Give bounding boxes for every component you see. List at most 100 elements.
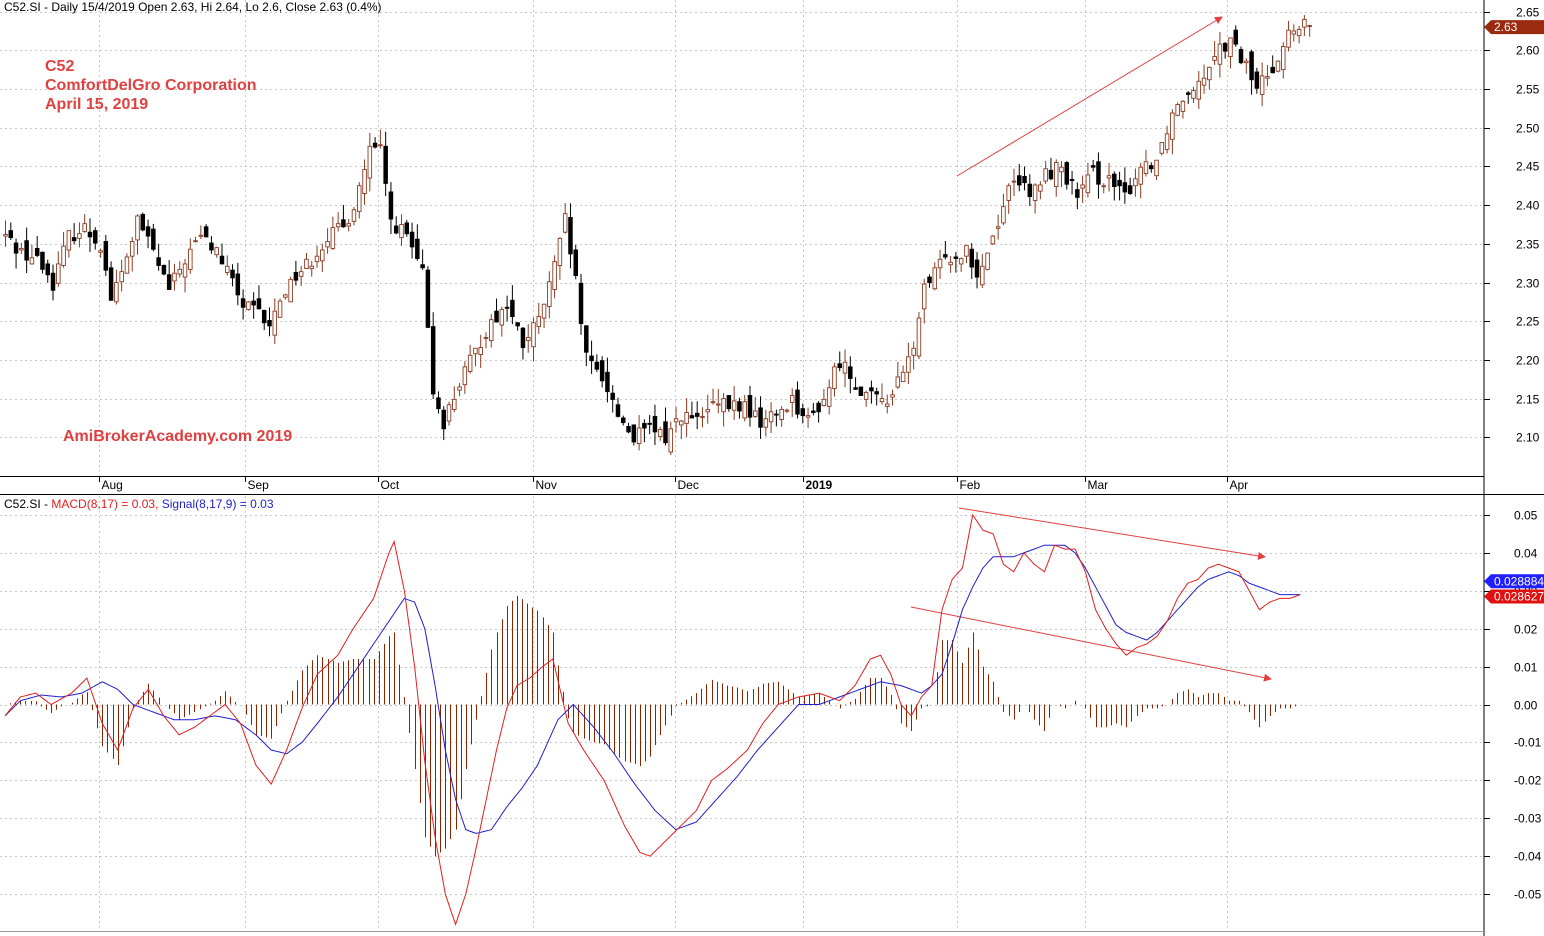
- candle-body: [615, 404, 621, 417]
- candle: [869, 380, 874, 404]
- candle: [1222, 42, 1228, 59]
- candle: [594, 354, 600, 372]
- candle-body: [24, 240, 29, 261]
- candle-body: [694, 412, 700, 417]
- candle-body: [943, 254, 948, 258]
- candle-body: [40, 251, 45, 270]
- candle: [995, 214, 1001, 240]
- candle-body: [13, 242, 19, 254]
- candle: [1069, 170, 1075, 195]
- candle-body: [346, 223, 351, 227]
- candle: [679, 419, 684, 439]
- candle-body: [1101, 185, 1106, 188]
- candle-body: [1001, 206, 1006, 224]
- candle-body: [314, 255, 320, 263]
- candle-body: [478, 347, 483, 355]
- candle: [1043, 160, 1048, 184]
- candle: [642, 419, 647, 443]
- candle: [367, 132, 373, 192]
- candle: [779, 406, 784, 427]
- price-last-badge-text: 2.63: [1494, 20, 1518, 34]
- candle-body: [446, 404, 452, 422]
- candle: [916, 312, 922, 360]
- candle: [1064, 161, 1070, 190]
- candle: [832, 362, 837, 397]
- candle: [584, 325, 589, 367]
- annotation-symbol: C52: [45, 58, 75, 75]
- candle: [1170, 109, 1175, 155]
- candle: [895, 361, 901, 390]
- month-label: Dec: [678, 478, 699, 492]
- signal-last-badge: 0.028884: [1484, 574, 1544, 589]
- candle-body: [626, 426, 631, 433]
- macd-line: [4, 513, 1301, 926]
- candle: [288, 276, 293, 303]
- candle: [943, 240, 948, 260]
- candle-body: [900, 371, 906, 383]
- candle-body: [151, 228, 156, 250]
- candle-body: [636, 427, 642, 444]
- candle: [816, 401, 821, 423]
- price-tick-label: 2.55: [1516, 83, 1540, 97]
- candle: [1096, 152, 1101, 199]
- candle-body: [441, 409, 446, 430]
- candle-body: [45, 263, 50, 276]
- candle-body: [1191, 90, 1196, 99]
- signal-last-badge-shape: [1484, 574, 1544, 589]
- candle-body: [161, 265, 167, 275]
- candle-body: [362, 169, 367, 194]
- candle: [436, 391, 441, 414]
- macd-tick-label: -0.03: [1514, 812, 1542, 826]
- candle-body: [594, 361, 600, 370]
- candle-body: [415, 238, 420, 259]
- candle-body: [853, 387, 858, 390]
- candle-body: [457, 386, 462, 391]
- candle-body: [188, 248, 193, 270]
- candle: [1254, 67, 1260, 94]
- macd-tick-label: -0.05: [1514, 888, 1542, 902]
- candle: [19, 242, 24, 254]
- candle: [77, 222, 82, 248]
- candle: [209, 236, 214, 254]
- candle: [684, 398, 689, 437]
- candle: [890, 389, 895, 406]
- candle-body: [1112, 173, 1117, 187]
- macd-tick-label: -0.01: [1514, 736, 1542, 750]
- candle: [541, 303, 547, 329]
- candle-body: [805, 415, 811, 418]
- candle: [1122, 167, 1128, 204]
- price-tick-label: 2.25: [1516, 315, 1540, 329]
- candle-body: [1286, 29, 1291, 48]
- annotation-watermark: AmiBrokerAcademy.com 2019: [63, 428, 293, 445]
- candle-body: [1259, 75, 1265, 95]
- signal-line: [4, 544, 1301, 834]
- candle-body: [1075, 189, 1080, 198]
- candle-body: [1175, 104, 1180, 116]
- candle-body: [832, 366, 837, 389]
- candle-body: [869, 387, 874, 392]
- candle-body: [647, 422, 652, 425]
- candle: [56, 251, 61, 287]
- candle-body: [816, 402, 821, 413]
- candle: [320, 243, 325, 273]
- candle-body: [193, 240, 198, 243]
- candle: [1059, 161, 1064, 187]
- candle: [388, 182, 394, 235]
- candle: [990, 234, 996, 246]
- candle: [842, 349, 848, 388]
- macd-last-badge: 0.028627: [1484, 589, 1544, 604]
- candle-body: [209, 242, 214, 251]
- candle: [1286, 20, 1291, 52]
- candle-body: [1085, 174, 1091, 194]
- macd-chart-title: C52.SI - MACD(8,17) = 0.03, Signal(8,17,…: [4, 497, 274, 511]
- candle: [378, 129, 383, 149]
- candle-body: [631, 424, 637, 443]
- candle-body: [673, 418, 679, 423]
- candle-body: [1238, 49, 1244, 64]
- candle: [932, 262, 938, 291]
- candle-body: [1233, 29, 1238, 45]
- candle: [272, 298, 278, 344]
- candle: [557, 237, 563, 280]
- macd-tick-label: 0.05: [1514, 509, 1538, 523]
